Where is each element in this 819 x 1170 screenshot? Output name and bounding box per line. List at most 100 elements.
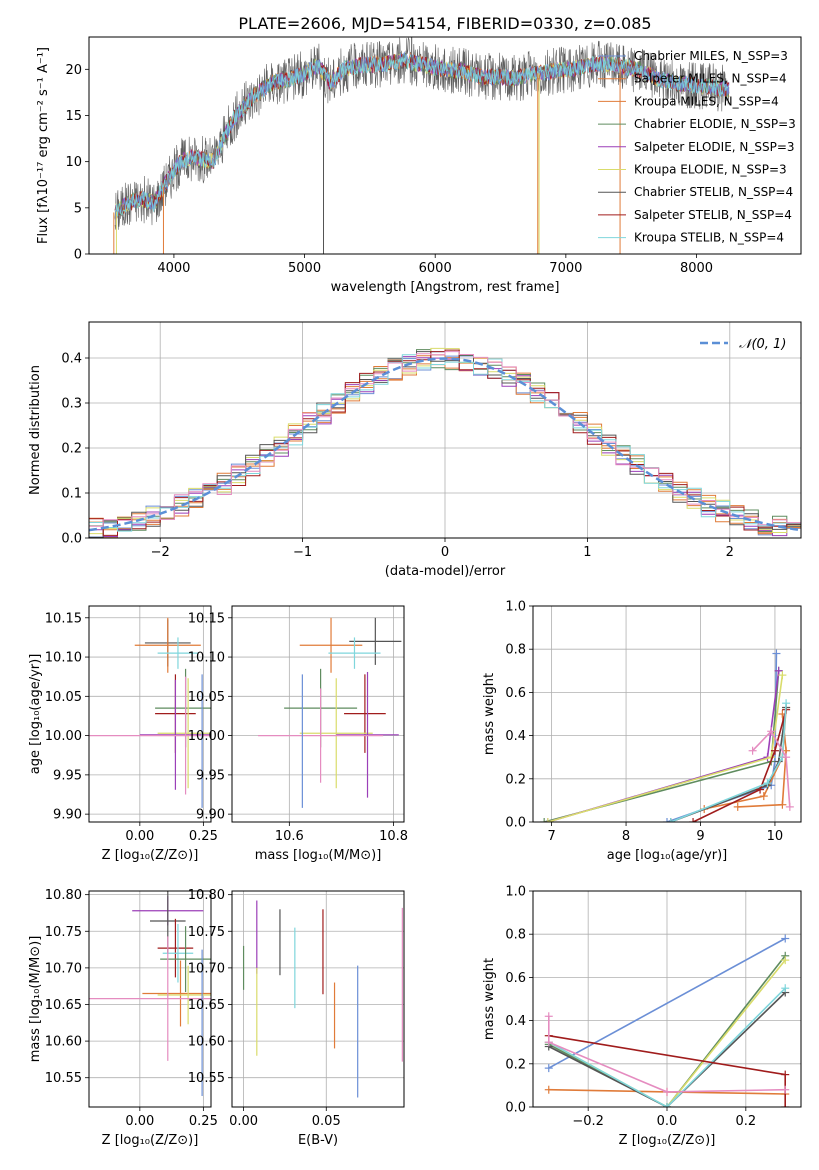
plot-frame <box>231 890 405 1108</box>
x-tick-label: 2 <box>726 545 734 560</box>
histogram-step-kroupa_miles <box>89 354 801 534</box>
y-tick-label: 0.8 <box>505 928 526 943</box>
weight-line-kroupa_stelib <box>670 703 787 822</box>
y-tick-label: 0.8 <box>505 643 526 658</box>
histogram-step-salpeter_miles <box>89 355 801 538</box>
x-tick-label: 8000 <box>680 261 713 276</box>
x-tick-label: 0.25 <box>189 1114 218 1129</box>
weight-line-salpeter_elodie <box>547 670 780 822</box>
legend-label: Kroupa ELODIE, N_SSP=3 <box>634 163 787 177</box>
x-tick-label: 0.25 <box>189 829 218 844</box>
x-axis-label: Z [log₁₀(Z/Z⊙)] <box>102 1133 199 1148</box>
plot-area <box>89 322 801 538</box>
x-tick-label: 6000 <box>419 261 452 276</box>
y-tick-label: 10.80 <box>45 888 82 903</box>
y-tick-label: 10.05 <box>45 690 82 705</box>
mass-vs-extinction-panel: 0.00 0.05 10.55 10.60 10.65 10.70 10.75 10.80 E(… <box>188 888 405 1148</box>
legend-label: Kroupa MILES, N_SSP=4 <box>634 94 779 108</box>
y-tick-label: 10.65 <box>188 998 225 1013</box>
x-tick-label: 7000 <box>549 261 582 276</box>
y-tick-label: 0 <box>74 248 82 263</box>
x-axis-label: wavelength [Angstrom, rest frame] <box>331 280 560 295</box>
x-tick-label: 0.05 <box>312 1114 341 1129</box>
x-tick-label: 0.00 <box>125 1114 154 1129</box>
y-tick-label: 10.70 <box>45 961 82 976</box>
plot-frame <box>532 890 802 1108</box>
y-tick-label: 10.00 <box>45 729 82 744</box>
weight-vs-metallicity-panel: −0.2 0.0 0.2 0.0 0.2 0.4 0.6 0.8 1.0 Z [log₁₀(Z/Z… <box>482 885 802 1148</box>
y-tick-label: 1.0 <box>505 885 526 900</box>
x-tick-label: 10 <box>767 829 784 844</box>
y-tick-label: 0.0 <box>61 532 82 547</box>
weight-line-pink <box>547 1016 786 1093</box>
y-tick-label: 10.70 <box>188 961 225 976</box>
age-vs-mass-panel: 10.6 10.8 9.90 9.95 10.00 10.05 10.10 10.15 mass… <box>188 605 408 863</box>
histogram-step-pink <box>89 351 801 527</box>
legend-label: Chabrier STELIB, N_SSP=4 <box>634 185 793 199</box>
age-vs-metallicity-panel: 0.00 0.25 9.90 9.95 10.00 10.05 10.10 10.15 Z [l… <box>28 605 218 863</box>
y-tick-label: 20 <box>65 63 82 78</box>
y-axis-label: mass weight <box>482 673 497 755</box>
legend-label: Chabrier ELODIE, N_SSP=3 <box>634 117 796 131</box>
weight-line-chabrier_stelib <box>548 991 786 1107</box>
x-axis-label: mass [log₁₀(M/M⊙)] <box>255 848 382 863</box>
x-tick-label: 1 <box>583 545 591 560</box>
x-axis-label: E(B-V) <box>298 1133 338 1148</box>
y-tick-label: 10.10 <box>188 651 225 666</box>
x-tick-label: 4000 <box>157 261 190 276</box>
residuals-panel: −2 −1 0 1 2 0.0 0.1 0.2 0.3 0.4 (data-model)/error… <box>28 321 802 579</box>
y-tick-label: 10.15 <box>45 611 82 626</box>
y-tick-label: 0.0 <box>505 1101 526 1116</box>
y-tick-label: 15 <box>65 109 82 124</box>
weight-line-chabrier_miles <box>548 937 786 1069</box>
normal-curve <box>89 357 801 532</box>
spectrum-line-kroupa_stelib <box>114 53 730 217</box>
plot-area <box>232 891 404 1107</box>
weight-line-chabrier_elodie <box>543 670 780 822</box>
y-tick-label: 0.0 <box>505 816 526 831</box>
legend-label: 𝒩(0, 1) <box>739 337 786 352</box>
x-tick-label: 10.8 <box>379 829 408 844</box>
histogram-step-chabrier_elodie <box>89 349 801 532</box>
y-tick-label: 0.3 <box>61 397 82 412</box>
plot-area <box>232 606 404 822</box>
histogram-step-salpeter_stelib <box>89 349 801 536</box>
legend: Chabrier MILES, N_SSP=3 Salpeter MILES, N… <box>598 49 796 245</box>
x-tick-label: 7 <box>547 829 555 844</box>
x-tick-label: −1 <box>293 545 312 560</box>
y-tick-label: 9.95 <box>53 768 82 783</box>
legend-label: Salpeter STELIB, N_SSP=4 <box>634 208 792 222</box>
y-tick-label: 9.95 <box>196 768 225 783</box>
y-tick-label: 10.65 <box>45 998 82 1013</box>
y-axis-label: Flux [fλ10⁻¹⁷ erg cm⁻² s⁻¹ A⁻¹] <box>36 47 51 244</box>
y-tick-label: 10.60 <box>188 1035 225 1050</box>
y-tick-label: 10 <box>65 155 82 170</box>
x-tick-label: 0.2 <box>735 1114 756 1129</box>
weight-line-kroupa_stelib <box>548 987 786 1107</box>
legend-label: Chabrier MILES, N_SSP=3 <box>634 49 788 63</box>
y-tick-label: 0.4 <box>505 1014 526 1029</box>
histogram-step-chabrier_stelib <box>89 351 801 538</box>
x-tick-label: 5000 <box>288 261 321 276</box>
plot-frame <box>88 321 802 539</box>
x-tick-label: 8 <box>622 829 630 844</box>
x-axis-label: Z [log₁₀(Z/Z⊙)] <box>102 848 199 863</box>
plot-frame <box>532 605 802 823</box>
y-tick-label: 0.4 <box>505 729 526 744</box>
y-tick-label: 1.0 <box>505 600 526 615</box>
plot-frame <box>231 605 405 823</box>
y-tick-label: 0.6 <box>505 971 526 986</box>
y-tick-label: 0.2 <box>505 772 526 787</box>
y-tick-label: 0.2 <box>505 1057 526 1072</box>
y-tick-label: 0.1 <box>61 487 82 502</box>
y-tick-label: 10.55 <box>45 1071 82 1086</box>
x-axis-label: Z [log₁₀(Z/Z⊙)] <box>619 1133 716 1148</box>
x-tick-label: 0 <box>441 545 449 560</box>
histogram-step-kroupa_stelib <box>89 354 801 532</box>
y-tick-label: 10.80 <box>188 888 225 903</box>
plot-area <box>533 891 801 1107</box>
spectrum-panel: 4000 5000 6000 7000 8000 0 5 10 15 20 wavelength [… <box>36 36 802 295</box>
x-tick-label: 9 <box>696 829 704 844</box>
mass-vs-metallicity-panel: 0.00 0.25 10.55 10.60 10.65 10.70 10.75 10.80 Z … <box>28 888 218 1148</box>
